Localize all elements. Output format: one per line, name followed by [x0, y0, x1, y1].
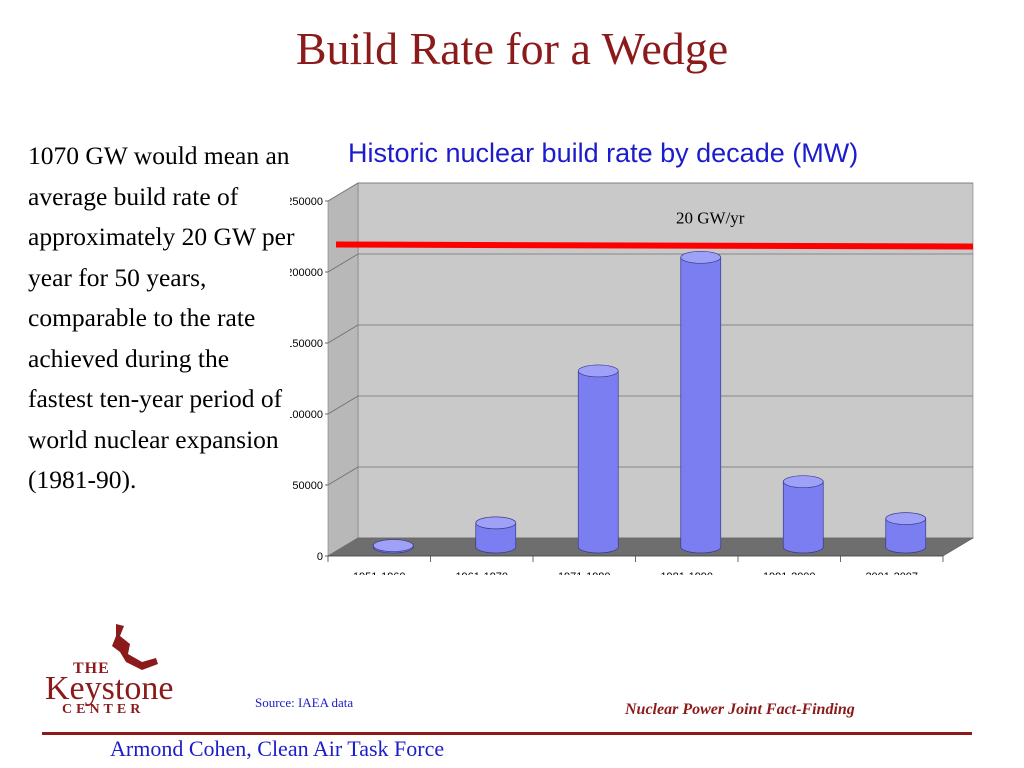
gridline-side [327, 253, 359, 273]
y-tick-label: 250000 [290, 196, 323, 208]
y-tick-label: 200000 [290, 267, 323, 279]
gridline-side [327, 537, 359, 557]
chart-side-wall [327, 182, 359, 557]
reference-line [335, 241, 974, 250]
y-tick-label: 150000 [290, 338, 323, 350]
x-tick-label: 1951-1960 [353, 571, 406, 575]
keystone-mark-icon [112, 624, 158, 670]
bar-chart: 0 50000 100000 150000 200000 250000 20 GW/yr 19… [290, 182, 975, 575]
bar-1991-2000 [782, 475, 824, 554]
source-note: Source: IAEA data [255, 695, 354, 710]
bar-2001-2007 [885, 512, 927, 554]
chart-floor [326, 537, 975, 557]
y-tick-label: 50000 [292, 480, 323, 492]
logo-center: CENTER [62, 702, 145, 717]
body-text: 1070 GW would mean an average build rate… [28, 141, 295, 494]
slide-title: Build Rate for a Wedge [295, 23, 729, 74]
footer-left-text: Armond Cohen, Clean Air Task Force [110, 736, 445, 761]
gridline-side [327, 395, 359, 415]
bar-1981-1990 [680, 250, 722, 554]
footer-right-text: Nuclear Power Joint Fact-Finding [625, 701, 855, 718]
keystone-logo: THE Keystone CENTER [40, 622, 200, 718]
bar-1971-1980 [577, 364, 619, 554]
logo-the: THE [73, 660, 110, 677]
chart-title: Historic nuclear build rate by decade (M… [348, 138, 859, 168]
bar-1961-1970 [475, 516, 517, 554]
reference-line-label: 20 GW/yr [676, 209, 745, 228]
x-tick-label: 2001-2007 [865, 571, 918, 575]
gridline-side [327, 466, 359, 486]
x-tick-label: 1991-2000 [763, 571, 816, 575]
x-tick-label: 1971-1980 [558, 571, 611, 575]
y-tick-label: 0 [317, 551, 323, 563]
logo-name: Keystone [45, 670, 174, 707]
chart-back-wall [357, 182, 974, 539]
y-tick-label: 100000 [290, 409, 323, 421]
x-tick-label: 1961-1970 [455, 571, 508, 575]
gridline-side [327, 324, 359, 344]
gridline-side [327, 182, 359, 202]
footer-divider [42, 732, 972, 735]
bar-1951-1960 [372, 539, 414, 554]
x-tick-label: 1981-1990 [660, 571, 713, 575]
